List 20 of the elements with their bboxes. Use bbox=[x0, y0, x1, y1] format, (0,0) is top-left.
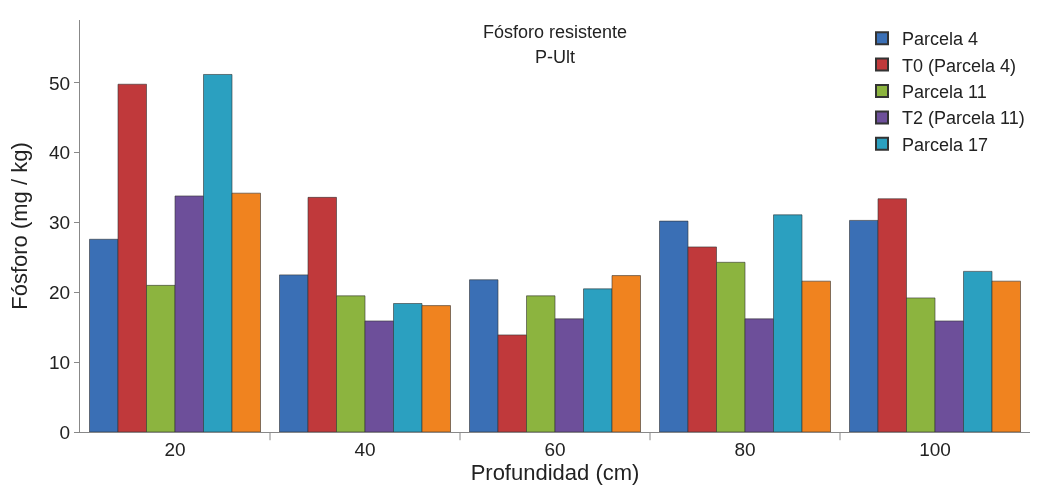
y-tick-label: 10 bbox=[49, 351, 71, 373]
y-tick-label: 0 bbox=[59, 421, 71, 443]
y-tick-label: 40 bbox=[49, 142, 71, 164]
legend-label: Parcela 4 bbox=[902, 29, 979, 50]
legend-label: Parcela 11 bbox=[902, 82, 987, 103]
y-tick-label: 50 bbox=[49, 72, 71, 94]
y-axis-title: Fósforo (mg / kg) bbox=[6, 142, 32, 310]
x-tick-label: 100 bbox=[919, 438, 951, 460]
legend-label: Parcela 17 bbox=[902, 134, 989, 155]
x-tick-label: 20 bbox=[164, 438, 186, 460]
text: P-Ult bbox=[535, 47, 575, 67]
x-tick-label: 80 bbox=[734, 438, 756, 460]
legend-label: T0 (Parcela 4) bbox=[902, 55, 1017, 76]
chart-title: Fósforo resistente bbox=[483, 22, 628, 42]
legend-label: T2 (Parcela 11) bbox=[902, 108, 1025, 129]
y-tick-label: 30 bbox=[49, 212, 71, 234]
x-tick-label: 60 bbox=[544, 438, 566, 460]
y-tick-label: 20 bbox=[49, 281, 71, 303]
x-tick-label: 40 bbox=[354, 438, 376, 460]
x-axis-title: Profundidad (cm) bbox=[470, 459, 640, 485]
